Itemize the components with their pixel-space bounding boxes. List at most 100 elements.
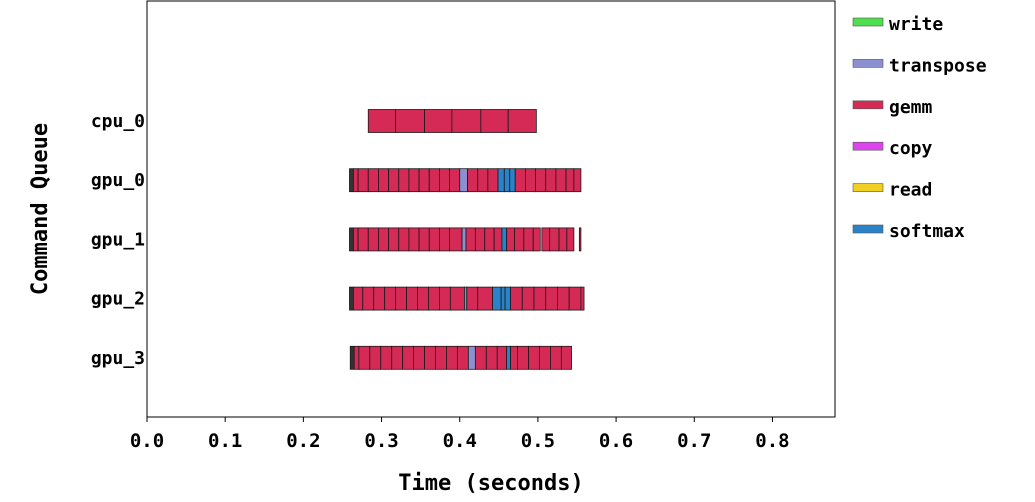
bar-gpu-0-gemm-8: [418, 168, 430, 193]
bar-gpu-0-gemm-20: [525, 168, 536, 193]
bar-gpu-1-transpose-12: [461, 227, 467, 252]
legend: write transpose gemm copy read softmax: [852, 14, 987, 242]
bar-gpu-3-gemm-21: [550, 345, 562, 370]
bar-gpu-0-gemm-4: [378, 168, 389, 193]
x-tick-label-0-4: 0.4: [443, 430, 477, 452]
bar-gpu-1-gemm-19: [514, 227, 525, 252]
bar-cpu-0-gemm-4: [480, 109, 509, 133]
bar-gpu-0-gemm-9: [428, 168, 440, 193]
bar-gpu-0-gemm-5: [388, 168, 400, 193]
bar-gpu-1-gemm-21: [532, 227, 541, 252]
bar-gpu-0-write-0: [349, 168, 354, 193]
bar-gpu-1-gemm-11: [449, 227, 463, 252]
bar-gpu-3-transpose-12: [467, 345, 476, 370]
bar-gpu-0-softmax-17: [503, 168, 511, 193]
bar-gpu-3-softmax-16: [506, 345, 511, 370]
bar-gpu-3-gemm-8: [424, 345, 436, 370]
bar-gpu-2-gemm-1: [352, 286, 364, 311]
legend-label-copy: copy: [889, 138, 933, 159]
bar-gpu-0-gemm-22: [545, 168, 557, 193]
bar-gpu-2-gemm-10: [449, 286, 465, 311]
bar-gpu-3-gemm-5: [391, 345, 404, 370]
bar-gpu-1-gemm-16: [493, 227, 503, 252]
bar-gpu-2-gemm-23: [580, 286, 585, 311]
bar-gpu-3-gemm-20: [539, 345, 551, 370]
legend-item-gemm: gemm: [852, 97, 933, 118]
bar-gpu-3-gemm-10: [446, 345, 458, 370]
bar-gpu-3-gemm-19: [528, 345, 540, 370]
queue-label-gpu-1: gpu_1: [91, 229, 145, 250]
bar-cpu-0-gemm-2: [424, 109, 453, 133]
x-tick-label-0-1: 0.1: [208, 430, 242, 452]
queue-row-gpu-2: [349, 286, 585, 311]
bar-gpu-1-gemm-3: [367, 227, 379, 252]
bar-gpu-1-gemm-2: [357, 227, 369, 252]
bar-gpu-3-gemm-14: [485, 345, 498, 370]
legend-label-softmax: softmax: [889, 221, 965, 242]
bar-gpu-3-gemm-22: [560, 345, 572, 370]
bar-gpu-0-transpose-12: [459, 168, 468, 193]
bar-gpu-3-gemm-7: [413, 345, 425, 370]
bar-gpu-2-gemm-6: [406, 286, 418, 311]
queue-row-gpu-3: [349, 345, 572, 370]
legend-label-gemm: gemm: [889, 97, 933, 118]
bar-gpu-1-gemm-13: [465, 227, 476, 252]
bar-gpu-1-gemm-20: [523, 227, 534, 252]
legend-swatch-transpose: [852, 59, 884, 68]
bar-gpu-0-gemm-7: [408, 168, 420, 193]
bar-gpu-2-gemm-4: [384, 286, 397, 311]
queue-label-gpu-0: gpu_0: [91, 170, 145, 191]
queue-row-cpu-0: [367, 109, 537, 133]
bar-gpu-0-gemm-21: [535, 168, 547, 193]
bar-gpu-3-gemm-18: [517, 345, 529, 370]
bar-gpu-1-gemm-25: [566, 227, 575, 252]
legend-label-transpose: transpose: [889, 55, 987, 76]
bar-gpu-0-gemm-10: [438, 168, 450, 193]
queue-row-gpu-1: [349, 227, 582, 252]
queue-label-gpu-2: gpu_2: [91, 289, 145, 310]
legend-item-copy: copy: [852, 138, 933, 159]
bar-gpu-0-gemm-2: [357, 168, 369, 193]
x-axis-ticks: 0.0 0.1 0.2 0.3 0.4 0.5 0.6 0.7 0.8: [130, 417, 790, 452]
queue-labels: cpu_0 gpu_0 gpu_1 gpu_2 gpu_3: [91, 111, 145, 369]
bar-gpu-0-gemm-23: [555, 168, 567, 193]
x-tick-label-0-6: 0.6: [599, 430, 633, 452]
bar-gpu-0-gemm-11: [449, 168, 461, 193]
bar-gpu-0-gemm-25: [573, 168, 582, 193]
bar-gpu-2-gemm-12: [466, 286, 479, 311]
bar-cpu-0-gemm-0: [367, 109, 397, 133]
legend-swatch-read: [852, 183, 884, 192]
bar-gpu-0-softmax-16: [497, 168, 505, 193]
bar-gpu-3-gemm-6: [402, 345, 414, 370]
bar-gpu-3-write-0: [349, 345, 355, 370]
bar-gpu-2-gemm-13: [477, 286, 493, 311]
legend-swatch-softmax: [852, 224, 884, 234]
bar-gpu-0-gemm-1: [352, 168, 359, 193]
bar-gpu-0-gemm-13: [467, 168, 479, 193]
bar-gpu-3-gemm-15: [496, 345, 508, 370]
legend-item-softmax: softmax: [852, 221, 965, 242]
bar-gpu-2-softmax-15: [500, 286, 506, 311]
bar-gpu-1-gemm-9: [428, 227, 440, 252]
bar-gpu-1-gemm-4: [378, 227, 389, 252]
bar-gpu-1-gemm-8: [418, 227, 430, 252]
bar-cpu-0-gemm-3: [451, 109, 482, 133]
y-axis-title: Command Queue: [28, 123, 53, 295]
bar-gpu-0-softmax-18: [509, 168, 516, 193]
bar-gpu-2-gemm-9: [438, 286, 451, 311]
bar-gpu-3-gemm-2: [358, 345, 371, 370]
bar-gpu-2-gemm-22: [568, 286, 582, 311]
bar-cpu-0-gemm-5: [507, 109, 537, 133]
bar-gpu-2-gemm-19: [533, 286, 547, 311]
bar-gpu-0-gemm-19: [514, 168, 526, 193]
timeline-bars: [349, 109, 585, 370]
bar-gpu-1-softmax-17: [501, 227, 508, 252]
bar-gpu-1-gemm-10: [438, 227, 450, 252]
bar-gpu-2-gemm-7: [417, 286, 429, 311]
bar-gpu-2-gemm-8: [428, 286, 440, 311]
bar-gpu-2-gemm-20: [545, 286, 558, 311]
bar-gpu-1-gemm-5: [388, 227, 400, 252]
queue-label-cpu-0: cpu_0: [91, 111, 145, 132]
bar-cpu-0-gemm-1: [395, 109, 425, 133]
